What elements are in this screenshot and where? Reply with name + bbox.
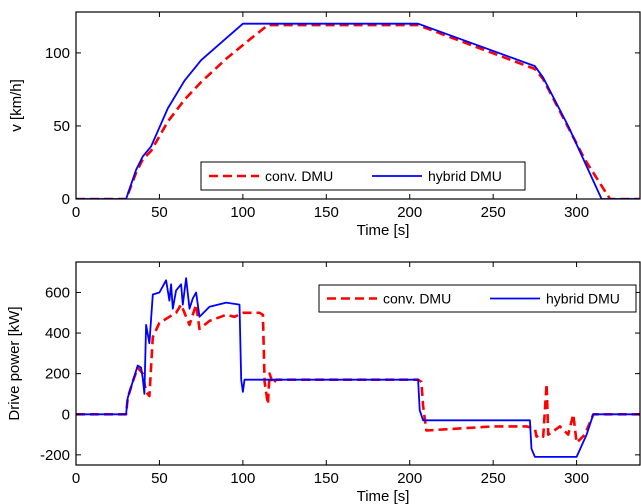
legend-label-hybrid-dmu: hybrid DMU — [428, 168, 502, 184]
y-axis-label: v [km/h] — [8, 79, 25, 132]
legend: conv. DMU hybrid DMU — [200, 161, 526, 191]
plot-frame — [75, 261, 641, 466]
legend: conv. DMU hybrid DMU — [318, 284, 637, 313]
y-tick-label: 0 — [62, 191, 70, 208]
x-tick-label: 50 — [151, 470, 168, 487]
series-line-hybrid-dmu — [76, 277, 640, 458]
legend-label-conv-dmu: conv. DMU — [265, 168, 333, 184]
y-tick-label: 600 — [45, 284, 70, 301]
y-tick-label: 100 — [45, 45, 70, 62]
x-tick-label: 300 — [564, 470, 589, 487]
series-line-hybrid-dmu — [76, 22, 640, 199]
x-axis-label: Time [s] — [357, 222, 410, 239]
y-tick-label: 50 — [53, 118, 70, 135]
y-tick-label: 200 — [45, 366, 70, 383]
x-tick-label: 100 — [230, 470, 255, 487]
x-tick-label: 250 — [481, 204, 506, 221]
x-tick-label: 150 — [314, 470, 339, 487]
y-axis-label: Drive power [kW] — [6, 306, 23, 420]
x-tick-label: 200 — [397, 470, 422, 487]
legend-label-hybrid-dmu: hybrid DMU — [546, 291, 620, 307]
series-line-conv-dmu — [76, 303, 640, 445]
x-tick-label: 0 — [72, 204, 80, 221]
y-tick-label: -200 — [40, 447, 70, 464]
x-tick-label: 100 — [230, 204, 255, 221]
legend-label-conv-dmu: conv. DMU — [383, 291, 451, 307]
y-tick-label: 0 — [62, 406, 70, 423]
velocity-panel: 0 50 100 150 200 250 300 0 50 100 Time [s] v [km/h]… — [8, 11, 641, 239]
x-axis-label: Time [s] — [357, 488, 410, 504]
x-tick-label: 50 — [151, 204, 168, 221]
x-tick-label: 300 — [564, 204, 589, 221]
x-tick-label: 200 — [397, 204, 422, 221]
x-tick-label: 0 — [72, 470, 80, 487]
plot-frame — [75, 11, 641, 200]
x-tick-label: 150 — [314, 204, 339, 221]
y-tick-label: 400 — [45, 325, 70, 342]
x-tick-label: 250 — [481, 470, 506, 487]
